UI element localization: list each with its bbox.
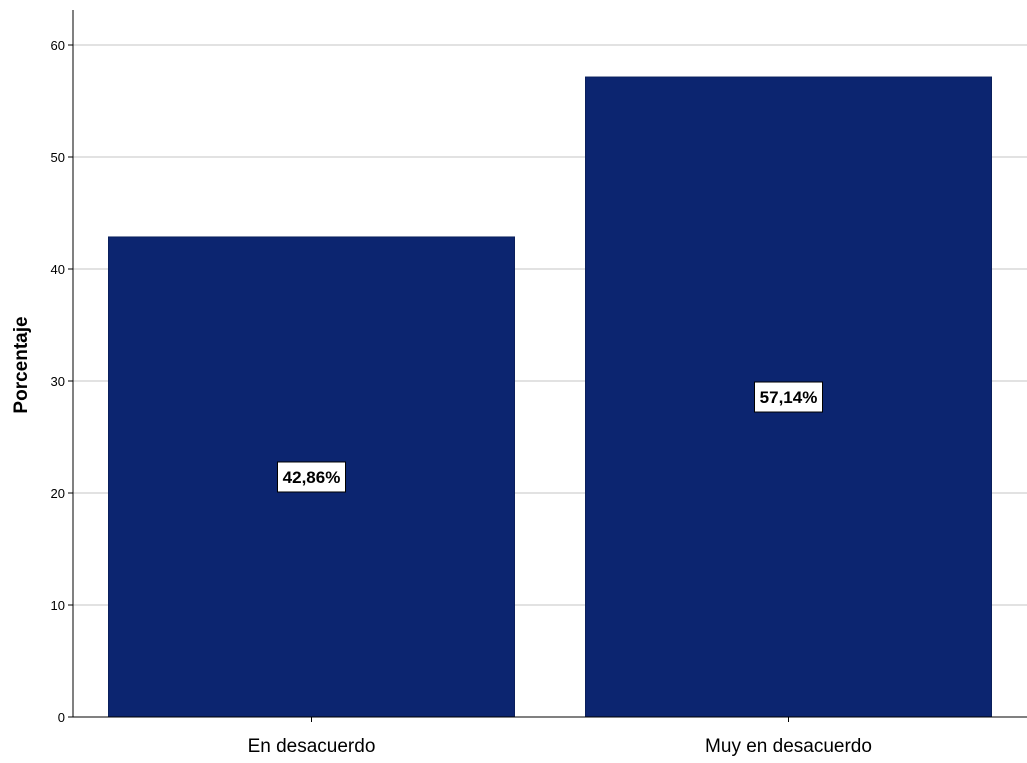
y-axis-title: Porcentaje xyxy=(11,316,32,413)
y-tick-label-0: 0 xyxy=(58,710,65,725)
data-label-box-1 xyxy=(277,461,346,493)
y-tick-label-40: 40 xyxy=(51,262,65,277)
bars xyxy=(108,76,992,718)
x-tick-label-2: Muy en desacuerdo xyxy=(705,736,872,757)
y-tick-label-30: 30 xyxy=(51,374,65,389)
axes: 0 10 20 30 40 50 60 En desacuerdo Muy en desacue… xyxy=(51,10,1027,757)
y-tick-label-50: 50 xyxy=(51,150,65,165)
data-label-2: 57,14% xyxy=(760,388,818,407)
y-tick-label-60: 60 xyxy=(51,38,65,53)
data-label-box-2 xyxy=(754,381,823,413)
y-tick-label-20: 20 xyxy=(51,486,65,501)
data-label-1: 42,86% xyxy=(283,468,341,487)
x-tick-label-1: En desacuerdo xyxy=(248,736,376,757)
y-tick-label-10: 10 xyxy=(51,598,65,613)
data-labels: 42,86% 57,14% xyxy=(277,381,823,493)
